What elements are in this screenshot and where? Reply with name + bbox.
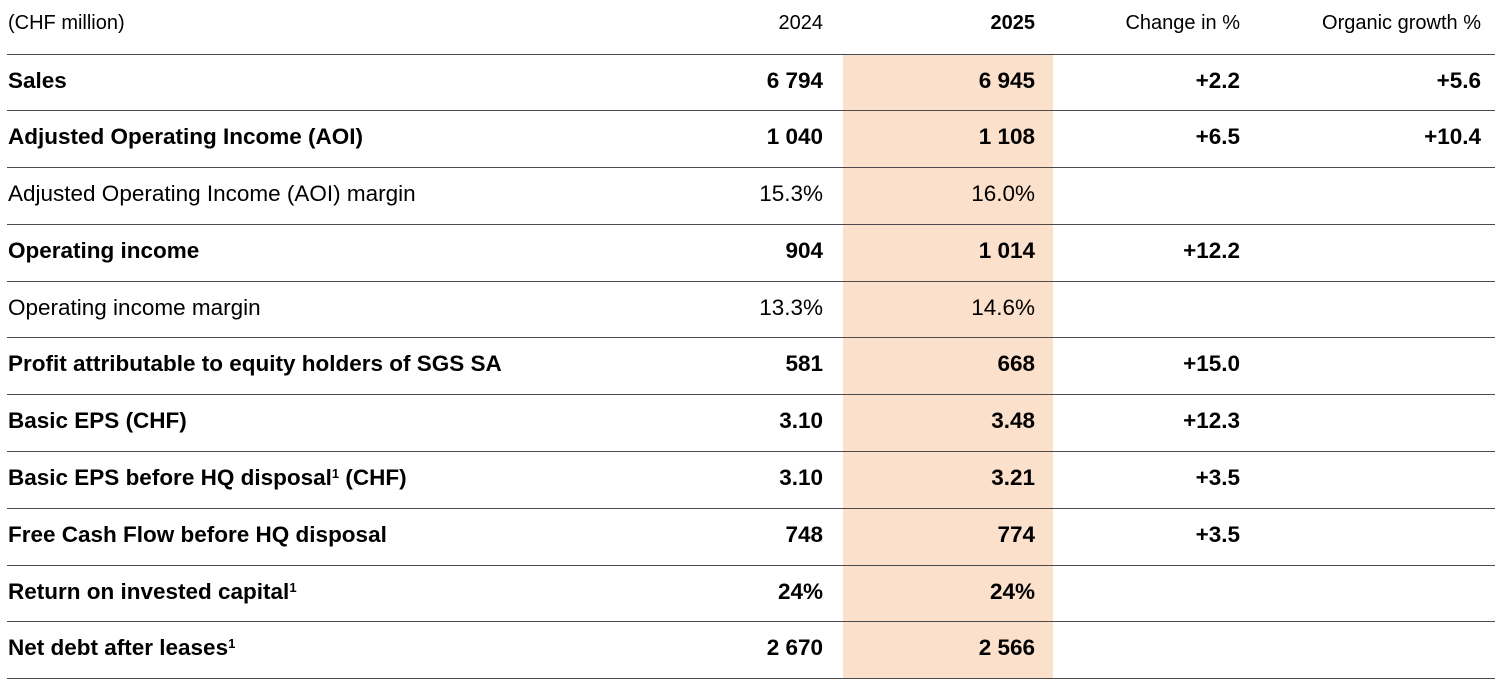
row-label: Sales (8, 67, 67, 93)
value-organic-growth: +5.6 (1436, 67, 1481, 93)
value-organic-growth (1258, 168, 1495, 224)
value-organic-growth (1258, 509, 1495, 565)
value-2025: 3.48 (843, 395, 1053, 452)
value-2025: 6 945 (843, 54, 1053, 111)
value-2025: 774 (843, 508, 1053, 565)
value-change-percent: +12.3 (1183, 408, 1240, 434)
value-2024: 1 040 (766, 124, 823, 150)
table-row: Return on invested capital1 24% 24% (7, 565, 1495, 623)
value-2025: 16.0% (843, 168, 1053, 224)
table-body: Sales 6 794 6 945 +2.2 +5.6 Adjusted Ope… (7, 54, 1495, 680)
value-organic-growth (1258, 395, 1495, 451)
row-label: Operating income margin (8, 294, 261, 320)
value-organic-growth (1258, 622, 1495, 678)
value-2024: 3.10 (779, 465, 823, 491)
value-organic-growth (1258, 282, 1495, 338)
row-label: Free Cash Flow before HQ disposal (8, 521, 387, 547)
value-2024: 24% (777, 578, 823, 604)
row-label: Basic EPS before HQ disposal1 (CHF) (8, 465, 407, 491)
value-2024: 13.3% (759, 294, 823, 320)
value-2025: 1 014 (843, 224, 1053, 281)
row-label: Basic EPS (CHF) (8, 408, 187, 434)
value-2025: 24% (843, 565, 1053, 622)
value-organic-growth: +10.4 (1424, 124, 1481, 150)
value-2024: 904 (785, 237, 823, 263)
table-row: Basic EPS before HQ disposal1 (CHF) 3.10… (7, 452, 1495, 509)
value-change-percent (1053, 622, 1258, 678)
footnote-marker: 1 (331, 465, 340, 481)
value-change-percent: +2.2 (1195, 67, 1240, 93)
value-change-percent (1053, 168, 1258, 224)
value-organic-growth (1258, 338, 1495, 394)
value-2024: 581 (785, 351, 823, 377)
table-row: Net debt after leases1 2 670 2 566 (7, 622, 1495, 680)
table-row: Adjusted Operating Income (AOI) 1 040 1 … (7, 111, 1495, 169)
value-change-percent: +6.5 (1195, 124, 1240, 150)
row-label: Net debt after leases1 (8, 635, 236, 661)
unit-label: (CHF million) (8, 12, 125, 34)
table-row: Basic EPS (CHF) 3.10 3.48 +12.3 (7, 395, 1495, 453)
value-2024: 2 670 (766, 635, 823, 661)
value-2024: 3.10 (779, 408, 823, 434)
column-header-2024: 2024 (778, 12, 824, 34)
table-row: Operating income 904 1 014 +12.2 (7, 224, 1495, 282)
table-row: Free Cash Flow before HQ disposal 748 77… (7, 508, 1495, 566)
column-header-2025: 2025 (990, 12, 1036, 34)
value-2025: 2 566 (843, 622, 1053, 679)
value-2025: 3.21 (843, 452, 1053, 508)
value-organic-growth (1258, 225, 1495, 281)
value-change-percent: +3.5 (1195, 465, 1240, 491)
value-2024: 6 794 (766, 67, 823, 93)
value-change-percent: +12.2 (1183, 237, 1240, 263)
value-2025: 668 (843, 338, 1053, 395)
value-change-percent: +3.5 (1195, 521, 1240, 547)
value-organic-growth (1258, 566, 1495, 622)
row-label: Return on invested capital1 (8, 578, 297, 604)
value-2025: 14.6% (843, 281, 1053, 338)
row-label: Adjusted Operating Income (AOI) (8, 124, 364, 150)
table-row: Operating income margin 13.3% 14.6% (7, 281, 1495, 339)
value-change-percent (1053, 566, 1258, 622)
table-header-row: (CHF million) 2024 2025 Change in % Orga… (7, 0, 1495, 55)
table-row: Adjusted Operating Income (AOI) margin 1… (7, 168, 1495, 225)
row-label: Adjusted Operating Income (AOI) margin (8, 181, 416, 207)
table-row: Profit attributable to equity holders of… (7, 338, 1495, 396)
financial-results-table: (CHF million) 2024 2025 Change in % Orga… (7, 0, 1495, 680)
footnote-marker: 1 (228, 636, 236, 652)
row-label: Operating income (8, 237, 200, 263)
value-2024: 748 (785, 521, 823, 547)
row-label: Profit attributable to equity holders of… (8, 351, 502, 377)
column-header-organic-growth: Organic growth % (1322, 12, 1481, 34)
value-2025: 1 108 (843, 111, 1053, 168)
value-change-percent: +15.0 (1183, 351, 1240, 377)
value-change-percent (1053, 282, 1258, 338)
footnote-marker: 1 (289, 579, 297, 595)
value-organic-growth (1258, 452, 1495, 508)
table-row: Sales 6 794 6 945 +2.2 +5.6 (7, 54, 1495, 112)
column-header-change-percent: Change in % (1125, 12, 1240, 34)
value-2024: 15.3% (759, 181, 823, 207)
